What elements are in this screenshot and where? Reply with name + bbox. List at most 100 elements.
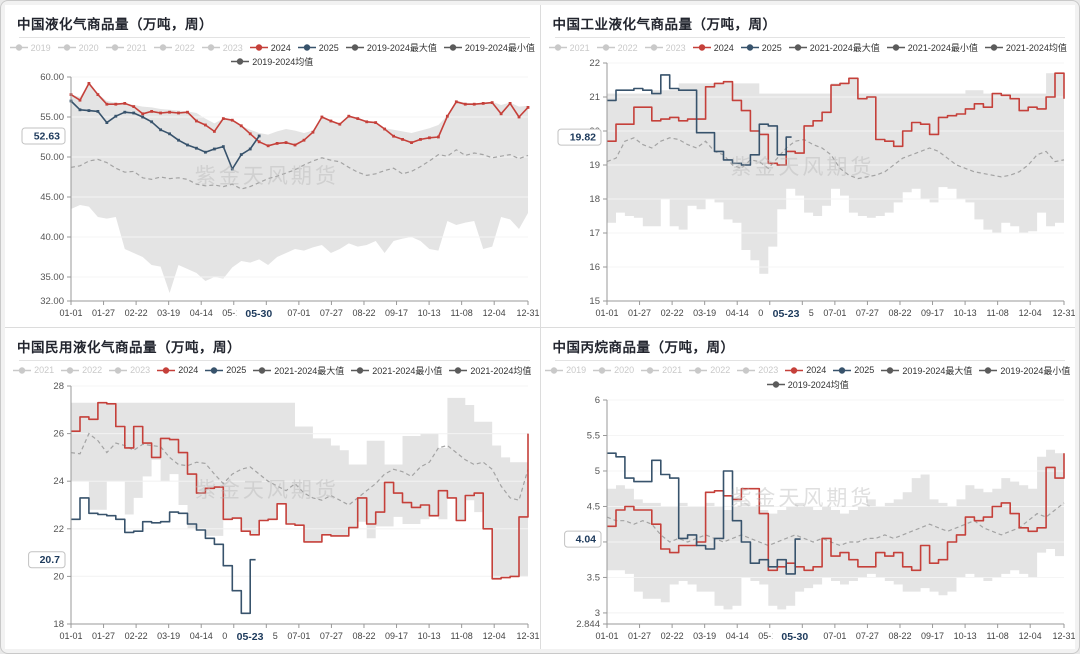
x-axis-tick-label: 11-08 [450,308,472,318]
legend-marker-icon [886,44,905,51]
y-axis-tick-label: 17 [589,228,600,239]
y-axis-tick-label: 60.00 [40,72,64,83]
chart-plot[interactable]: 222120191817161501-0101-2702-2203-1904-1… [541,55,1076,327]
legend-marker-icon [766,380,785,388]
chart-plot[interactable]: 60.00 55.00 50.00 45.00 40.00 35.00 32.00 01-01… [5,69,540,327]
series-2025-line-marker [230,167,234,171]
x-axis-tick-label: 04-14 [725,631,748,641]
legend-item-2023[interactable]: 2023 [644,43,686,53]
legend-item-2019-2024最小值[interactable]: 2019-2024最小值 [979,364,1070,377]
series-2025-line-marker [221,145,225,148]
x-axis-tick-label: 03-19 [157,308,180,318]
legend-marker-icon [351,366,370,374]
series-2025-line-marker [123,110,127,114]
legend-item-2022[interactable]: 2022 [596,43,638,53]
series-2024-line-marker [374,121,378,124]
legend-marker-icon [57,44,76,51]
legend-item-2020[interactable]: 2020 [57,43,99,53]
legend-item-2021[interactable]: 2021 [641,365,682,375]
legend-label: 2019-2024最大值 [366,43,437,53]
highlight-x-label: 05-23 [237,631,264,643]
x-axis-tick-label: 10-13 [418,308,441,318]
y-axis-tick-label: 16 [589,262,600,273]
legend-item-2024[interactable]: 2024 [785,365,826,375]
series-2024-line [606,452,1065,571]
series-2024-line-marker [123,102,127,105]
series-2025-line-marker [105,121,109,124]
highlight-x-badge [236,306,282,320]
legend-item-2021-2024均值[interactable]: 2021-2024均值 [984,41,1067,54]
series-2024-line-marker [401,138,404,141]
highlight-x-label: 05-30 [781,631,808,643]
series-2024-line-marker [239,124,243,128]
legend-item-2021[interactable]: 2021 [548,43,590,53]
x-axis-tick-label: 07-27 [855,631,878,641]
legend-item-2019[interactable]: 2019 [9,43,51,53]
legend-label: 2021-2024最小值 [907,43,978,53]
legend-item-2023[interactable]: 2023 [737,365,778,375]
legend-marker-icon [205,366,224,374]
legend-label: 2025 [226,365,247,375]
legend-item-2021-2024均值[interactable]: 2021-2024均值 [449,364,531,377]
series-2024-line-marker [419,138,422,141]
series-2024-line-marker [114,102,118,106]
legend-item-2025[interactable]: 2025 [297,43,339,53]
mean-line [606,137,1064,180]
legend-marker-icon [109,366,128,374]
series-2024-line-marker [356,117,360,120]
legend-marker-icon [13,366,32,374]
chart-legend: 2021 2022 2023 2024 2025 2021-2024最大值 2021-202… [541,38,1076,55]
legend-item-2019-2024均值[interactable]: 2019-2024均值 [231,55,313,68]
legend-item-2019[interactable]: 2019 [545,365,586,375]
y-axis-tick-label: 55.00 [40,112,64,123]
series-2025-line-marker [78,108,82,112]
legend-item-2024[interactable]: 2024 [157,365,198,375]
legend-item-2022[interactable]: 2022 [689,365,730,375]
series-2024-line-marker [329,119,333,123]
chart-plot[interactable]: 65.554.543.532.84401-0101-2702-2203-1904… [541,392,1076,650]
legend-label: 2021-2024最小值 [372,365,443,376]
series-2024-line-marker [168,110,171,114]
legend-item-2024[interactable]: 2024 [692,43,734,53]
legend-item-2024[interactable]: 2024 [249,43,291,53]
title-divider [19,37,530,38]
band-minmax-area [606,449,1064,609]
legend-item-2020[interactable]: 2020 [593,365,634,375]
chart-canvas[interactable]: 65.554.543.532.84401-0101-2702-2203-1904… [541,392,1076,650]
legend-item-2023[interactable]: 2023 [201,43,243,53]
series-2024-line-marker [454,100,458,104]
legend-item-2025[interactable]: 2025 [205,365,246,375]
legend-item-2019-2024最小值[interactable]: 2019-2024最小值 [443,41,535,54]
legend-item-2021-2024最小值[interactable]: 2021-2024最小值 [886,41,978,54]
legend-item-2023[interactable]: 2023 [109,365,150,375]
legend-item-2019-2024最大值[interactable]: 2019-2024最大值 [345,41,437,54]
legend-marker-icon [201,44,220,51]
legend-item-2021-2024最小值[interactable]: 2021-2024最小值 [351,364,442,377]
x-axis-tick-label: 08-22 [352,308,375,318]
legend-item-2021[interactable]: 2021 [13,365,54,375]
legend-marker-icon [9,44,28,51]
series-2025-line [70,100,260,170]
legend-item-2021-2024最大值[interactable]: 2021-2024最大值 [253,364,344,377]
series-2024-line-marker [195,119,198,123]
legend-item-2022[interactable]: 2022 [61,365,102,375]
legend-item-2019-2024均值[interactable]: 2019-2024均值 [766,378,849,391]
series-2024-line [70,82,529,147]
chart-canvas[interactable]: 222120191817161501-0101-2702-2203-1904-1… [541,55,1076,327]
x-axis-tick-label: 07-27 [320,308,343,318]
legend-item-2025[interactable]: 2025 [833,365,874,375]
x-axis-tick-label: 12-31 [516,631,539,641]
legend-item-2021-2024最大值[interactable]: 2021-2024最大值 [788,41,880,54]
legend-item-2021[interactable]: 2021 [105,43,147,53]
legend-item-2022[interactable]: 2022 [153,43,195,53]
x-axis-tick-label: 07-01 [287,308,310,318]
legend-label: 2022 [82,365,103,375]
legend-item-2025[interactable]: 2025 [740,43,782,53]
chart-canvas[interactable]: 60.00 55.00 50.00 45.00 40.00 35.00 32.0001-01… [5,69,540,327]
legend-item-2019-2024最大值[interactable]: 2019-2024最大值 [881,364,972,377]
series-2024-line-marker [150,110,154,113]
highlight-y-badge [557,128,601,146]
x-axis-tick-label: 12-04 [483,631,506,641]
